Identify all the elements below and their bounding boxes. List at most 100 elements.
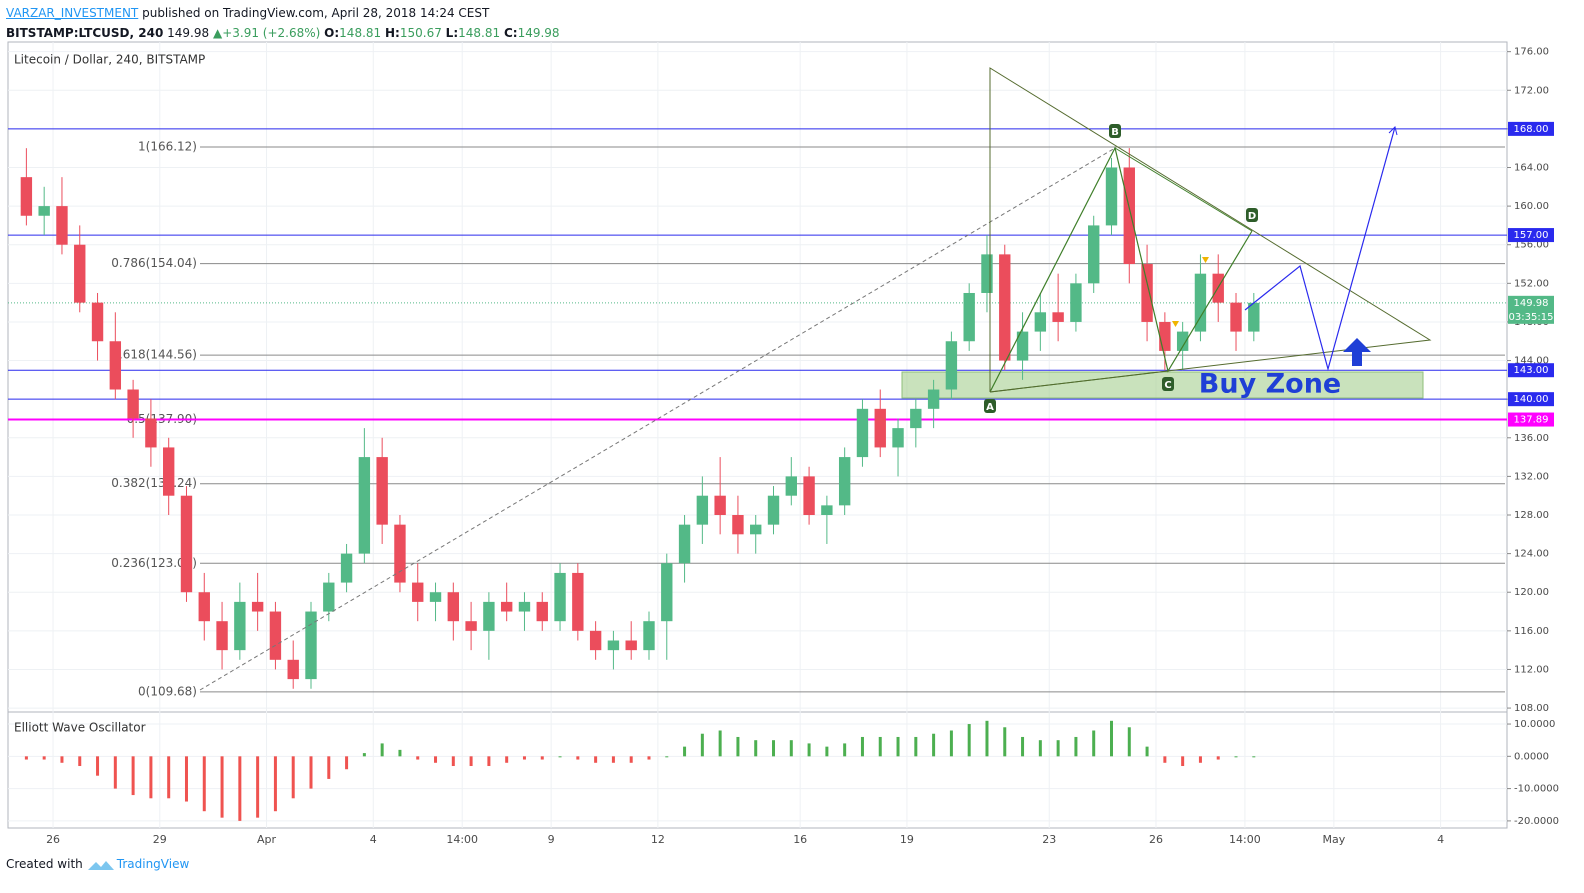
x-tick-label: 26: [1149, 833, 1163, 846]
osc-bar: [42, 756, 46, 760]
candle-body: [1034, 312, 1047, 332]
countdown: 03:35:15: [1509, 312, 1554, 323]
osc-bar: [505, 756, 509, 763]
fib-label: 1(166.12): [138, 140, 197, 154]
c-label: C:: [503, 26, 518, 40]
candle-body: [305, 611, 317, 680]
osc-bar: [416, 756, 420, 760]
candle-body: [1123, 167, 1135, 265]
osc-bar: [1109, 720, 1113, 757]
osc-bar: [1092, 730, 1096, 757]
osc-bar: [220, 756, 224, 818]
abcd-top: [1114, 147, 1253, 232]
author[interactable]: VARZAR_INVESTMENT: [6, 6, 139, 20]
candle-body: [412, 582, 424, 602]
osc-bar: [202, 756, 206, 812]
candle-body: [340, 553, 353, 583]
buy-arrow: [1343, 338, 1371, 366]
osc-bar: [789, 740, 793, 757]
candle-body: [20, 177, 33, 216]
candle-body: [999, 254, 1011, 361]
y-tick-label: 176.00: [1514, 47, 1549, 58]
candle-body: [483, 601, 495, 631]
y-tick-label: 128.00: [1514, 510, 1549, 521]
drawings: [199, 67, 1432, 691]
candle-body: [500, 601, 513, 612]
osc-bar: [131, 756, 135, 796]
candle-body: [714, 495, 726, 516]
candle-body: [554, 572, 566, 622]
osc-bar: [540, 756, 544, 760]
osc-bar: [772, 740, 776, 757]
x-tick-label: May: [1322, 833, 1345, 846]
fib-label: 0(109.68): [138, 684, 197, 698]
osc-bar: [469, 756, 473, 767]
osc-bar: [558, 756, 562, 758]
candle-body: [963, 292, 975, 342]
candle-body: [1052, 312, 1064, 322]
arrow: ▲: [212, 26, 223, 40]
y-tick-label: 172.00: [1514, 85, 1549, 96]
x-tick-label: 23: [1042, 833, 1056, 846]
candle-body: [945, 341, 958, 390]
osc-bar: [184, 756, 188, 802]
candle-body: [803, 476, 815, 516]
x-tick-label: Apr: [257, 833, 277, 846]
osc-bar: [825, 746, 829, 757]
candle-body: [750, 524, 762, 535]
osc-bar: [78, 756, 82, 767]
x-tick-label: 4: [370, 833, 377, 846]
point-label: B: [1111, 127, 1119, 138]
candle-body: [1194, 273, 1207, 332]
overlay: 1(166.12)0.786(154.04)0.618(144.56)0.5(1…: [8, 128, 1507, 698]
brand[interactable]: TradingView: [116, 857, 190, 871]
candle-body: [1088, 225, 1100, 284]
fib-label: 0.786(154.04): [111, 256, 197, 270]
osc-bar: [96, 756, 100, 776]
fib-label: 0.236(123.00): [111, 556, 197, 570]
price: 149.98: [167, 26, 210, 40]
candle-body: [145, 418, 157, 448]
created: Created with: [6, 857, 83, 871]
candle-body: [1176, 331, 1189, 351]
candle-body: [821, 505, 833, 516]
osc-bar: [380, 743, 384, 757]
osc-bar: [1181, 756, 1185, 767]
candle-body: [447, 592, 460, 622]
candle-body: [518, 601, 531, 612]
candle-body: [927, 389, 940, 409]
y-tick-label: 10.0000: [1514, 719, 1555, 730]
x-tick-label: 9: [548, 833, 555, 846]
osc-bar: [1145, 746, 1149, 757]
candle-body: [892, 428, 904, 448]
last-price-label: 149.98: [1514, 298, 1549, 309]
projection-path: [1244, 126, 1396, 372]
candle-body: [109, 341, 122, 390]
level-tag: [1508, 392, 1554, 407]
level-label: 157.00: [1514, 230, 1549, 241]
x-tick-label: 26: [46, 833, 60, 846]
level-label: 140.00: [1514, 394, 1549, 405]
candle-body: [38, 206, 50, 216]
osc-bar: [60, 756, 64, 763]
candle-body: [56, 206, 68, 245]
candle-body: [767, 495, 780, 525]
candle-body: [180, 495, 193, 593]
osc-bar: [256, 756, 260, 818]
candle-body: [91, 302, 104, 342]
y-tick-label: 132.00: [1514, 471, 1549, 482]
osc-bar: [878, 736, 882, 757]
chart: 1(166.12)0.786(154.04)0.618(144.56)0.5(1…: [7, 41, 1559, 846]
level-label: 137.89: [1514, 415, 1549, 426]
candle-body: [856, 408, 869, 458]
candle-body: [127, 389, 139, 419]
candle-body: [1105, 167, 1118, 226]
level-tag: [1508, 121, 1554, 136]
osc-bar: [362, 753, 366, 757]
h: 150.67: [399, 26, 442, 40]
buy-zone-label: Buy Zone: [1199, 369, 1341, 400]
osc-bar: [1056, 740, 1060, 757]
osc-bar: [238, 756, 242, 821]
osc-bar: [1252, 756, 1256, 758]
osc-bar: [167, 756, 171, 799]
